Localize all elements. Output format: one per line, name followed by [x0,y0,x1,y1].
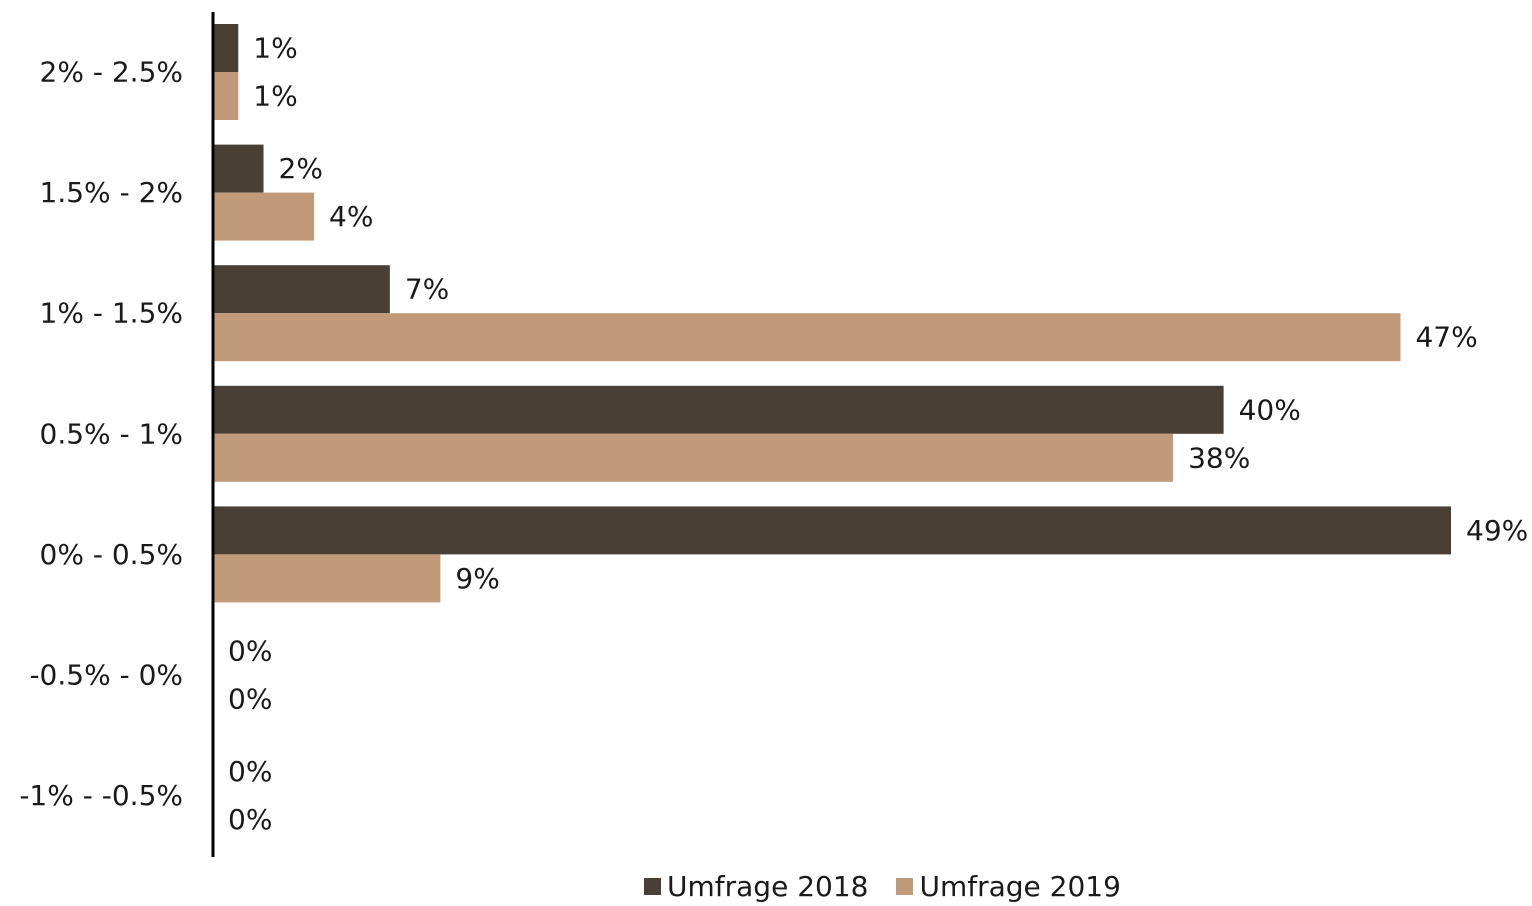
category-label: 0.5% - 1% [40,417,183,450]
value-label: 0% [228,755,272,788]
value-label: 2% [279,152,323,185]
value-label: 38% [1188,441,1250,474]
bar-umfrage-2018 [213,265,390,314]
bar-umfrage-2019 [213,554,441,603]
value-label: 40% [1239,393,1301,426]
bar-umfrage-2019 [213,433,1174,482]
bar-umfrage-2018 [213,144,264,193]
value-label: 47% [1415,321,1477,354]
bar-umfrage-2019 [213,192,315,241]
value-label: 7% [405,273,449,306]
value-label: 0% [228,683,272,716]
category-label: 1.5% - 2% [40,176,183,209]
legend-swatch-2019 [896,877,914,895]
bar-umfrage-2018 [213,506,1451,555]
value-label: 0% [228,635,272,668]
legend-item-2018: Umfrage 2018 [644,870,868,903]
category-labels: 2% - 2.5% 1.5% - 2% 1% - 1.5% 0.5% - 1% 0% -… [19,56,183,813]
category-label: -1% - -0.5% [19,779,183,812]
value-label: 9% [455,562,499,595]
category-label: -0.5% - 0% [29,659,183,692]
value-label: 1% [253,80,297,113]
legend-item-2019: Umfrage 2019 [896,869,1121,903]
legend: Umfrage 2018 Umfrage 2019 [644,866,1149,906]
bar-umfrage-2019 [213,72,239,120]
value-label: 1% [253,32,297,65]
bars [213,24,1451,603]
value-label: 4% [329,200,373,233]
value-label: 0% [228,803,272,836]
legend-label-2018: Umfrage 2018 [667,869,869,903]
category-label: 0% - 0.5% [40,538,183,571]
legend-swatch-2018 [644,877,661,895]
bar-umfrage-2019 [213,313,1401,362]
bar-umfrage-2018 [213,24,239,72]
legend-label-2019: Umfrage 2019 [919,869,1121,903]
category-label: 1% - 1.5% [40,297,183,330]
category-label: 2% - 2.5% [40,56,183,89]
value-label: 49% [1466,514,1528,547]
bar-umfrage-2018 [213,385,1224,434]
value-labels: 1% 1% 2%4% 7% 47% 40% 38% 49% 9% 0% 0% 0% 0% [228,32,1528,837]
